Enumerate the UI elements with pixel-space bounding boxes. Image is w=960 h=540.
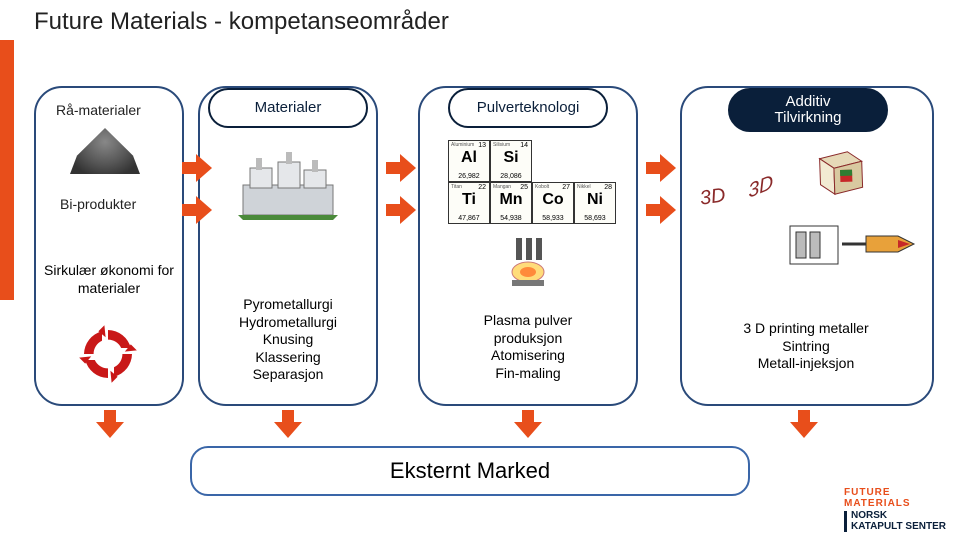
arrow-icon [646, 196, 678, 224]
accent-bar [0, 40, 14, 300]
materials-processes: Pyrometallurgi Hydrometallurgi Knusing K… [198, 296, 378, 384]
pill-materials-label: Materialer [255, 100, 322, 117]
element-cell: Titan22Ti47,867 [448, 182, 490, 224]
pill-additive: Additiv Tilvirkning [728, 88, 888, 132]
printer-schematic-icon [788, 222, 918, 268]
external-market-box: Eksternt Marked [190, 446, 750, 496]
arrow-icon [386, 154, 418, 182]
arrow-down-icon [274, 410, 302, 440]
arrow-down-icon [790, 410, 818, 440]
element-cell: Mangan25Mn54,938 [490, 182, 532, 224]
arrow-icon [182, 154, 214, 182]
cube-3d-icon [809, 139, 871, 201]
element-cell: Silisium14Si28,086 [490, 140, 532, 182]
arrow-down-icon [96, 410, 124, 440]
circular-economy-title: Sirkulær økonomi for materialer [30, 262, 188, 297]
arrow-down-icon [514, 410, 542, 440]
pill-powder-label: Pulverteknologi [477, 100, 580, 117]
element-cell: Nikkel28Ni58,693 [574, 182, 616, 224]
pill-powder: Pulverteknologi [448, 88, 608, 128]
recycle-icon [78, 324, 138, 384]
pill-additive-label: Additiv Tilvirkning [775, 94, 842, 127]
plasma-torch-icon [498, 236, 558, 296]
cube-3d-front-label: 3D [699, 184, 728, 210]
powder-processes: Plasma pulver produksjon Atomisering Fin… [438, 312, 618, 382]
label-byproducts: Bi-produkter [60, 196, 136, 212]
label-raw-materials: Rå-materialer [56, 102, 141, 118]
additive-processes: 3 D printing metaller Sintring Metall-in… [716, 320, 896, 373]
element-cell: Aluminium13Al26,982 [448, 140, 490, 182]
arrow-icon [646, 154, 678, 182]
periodic-elements: Aluminium13Al26,982Silisium14Si28,086 Ti… [448, 140, 616, 224]
factory-icon [238, 150, 338, 220]
arrow-icon [386, 196, 418, 224]
arrow-icon [182, 196, 214, 224]
pill-materials: Materialer [208, 88, 368, 128]
page-title: Future Materials - kompetanseområder [34, 8, 449, 36]
element-cell: Kobolt27Co58,933 [532, 182, 574, 224]
external-market-label: Eksternt Marked [390, 458, 550, 484]
footer-logo: FUTURE MATERIALS NORSK KATAPULT SENTER [844, 488, 946, 532]
